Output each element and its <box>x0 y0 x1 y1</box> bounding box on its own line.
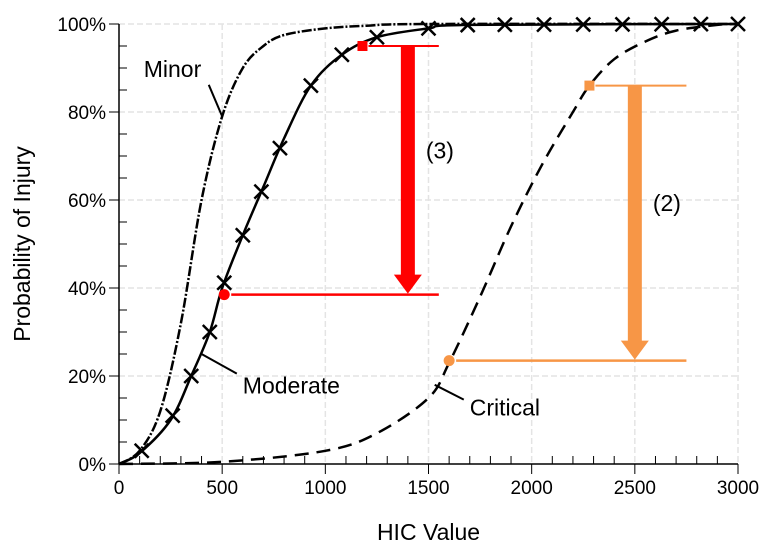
series-moderate-marker <box>496 16 513 33</box>
marker-stroke <box>201 324 218 340</box>
annotation-minor-pointer <box>207 84 224 117</box>
series-moderate-marker <box>133 442 150 459</box>
marker-stroke <box>234 227 251 244</box>
series-critical-line <box>118 22 739 466</box>
x-tick-label: 0 <box>114 478 125 499</box>
marker-stroke <box>333 46 350 63</box>
y-tick-label: 60% <box>68 191 106 212</box>
marker-stroke <box>369 29 385 46</box>
arrow-1-end-marker <box>218 289 230 301</box>
marker-stroke <box>216 274 233 291</box>
marker-stroke <box>183 368 200 384</box>
y-axis-title: Probability of Injury <box>9 146 35 342</box>
y-tick-label: 40% <box>68 279 106 300</box>
series-moderate-marker <box>333 46 350 63</box>
series-moderate-marker <box>420 20 437 37</box>
series-moderate-marker <box>234 227 251 244</box>
x-tick-label: 2500 <box>614 478 656 499</box>
series-moderate-marker <box>183 368 200 384</box>
series-moderate-marker <box>653 16 670 33</box>
marker-stroke <box>133 442 150 459</box>
series-minor-line <box>118 22 739 466</box>
marker-stroke <box>653 16 670 33</box>
y-tick-label: 80% <box>68 103 106 124</box>
annotation-minor: Minor <box>144 56 202 82</box>
series-moderate-marker <box>216 274 233 291</box>
annotation-critical: Critical <box>470 395 540 421</box>
series-moderate-marker <box>369 29 385 46</box>
marker-stroke <box>303 77 319 94</box>
series-moderate-marker <box>575 16 592 33</box>
series-moderate-marker <box>164 407 181 424</box>
x-tick-label: 1000 <box>304 478 346 499</box>
series-moderate-marker <box>201 324 218 340</box>
series-moderate-marker <box>692 16 709 33</box>
marker-stroke <box>272 140 288 156</box>
arrow-2-label: (2) <box>653 190 681 216</box>
tick-labels: 0 500 1000 1500 2000 2500 3000 0% 20% 40% 60% 80% 10… <box>57 15 759 499</box>
axes <box>109 23 739 474</box>
arrow-2-head <box>620 340 649 360</box>
arrow-1-start-marker <box>357 41 368 51</box>
arrow-1-shaft <box>400 46 415 277</box>
series-moderate-marker <box>253 183 270 200</box>
marker-stroke <box>614 16 631 33</box>
series-moderate-line <box>118 22 739 466</box>
arrow-1-head <box>393 274 422 294</box>
arrow-1-label: (3) <box>426 137 454 163</box>
arrow-2-start-marker <box>584 80 595 91</box>
y-tick-label: 0% <box>79 455 107 476</box>
series-moderate-marker <box>536 16 552 33</box>
x-axis-title: HIC Value <box>377 519 480 545</box>
annotation-moderate-pointer <box>201 353 238 375</box>
marker-stroke <box>420 20 437 37</box>
arrows-group: (3) (2) <box>218 41 687 367</box>
annotation-moderate: Moderate <box>243 373 340 399</box>
x-tick-label: 2000 <box>511 478 553 499</box>
x-tick-label: 500 <box>206 478 238 499</box>
arrow-2-shaft <box>627 85 642 343</box>
x-tick-label: 1500 <box>407 478 449 499</box>
marker-stroke <box>496 16 513 33</box>
marker-stroke <box>692 16 709 33</box>
marker-stroke <box>164 407 181 424</box>
series-group <box>118 16 746 466</box>
annotations-group: Minor Moderate Critical <box>144 56 540 421</box>
y-tick-label: 100% <box>57 15 106 36</box>
series-moderate-marker <box>459 17 476 33</box>
y-tick-label: 20% <box>68 367 106 388</box>
marker-stroke <box>536 16 552 33</box>
series-moderate-marker <box>272 140 288 156</box>
x-tick-label: 3000 <box>717 478 759 499</box>
marker-stroke <box>575 16 592 33</box>
arrow-2-end-marker <box>443 355 455 367</box>
marker-stroke <box>253 183 270 200</box>
marker-stroke <box>459 17 476 33</box>
annotation-critical-pointer <box>434 383 465 401</box>
series-moderate-marker <box>303 77 319 94</box>
series-moderate-marker <box>614 16 631 33</box>
